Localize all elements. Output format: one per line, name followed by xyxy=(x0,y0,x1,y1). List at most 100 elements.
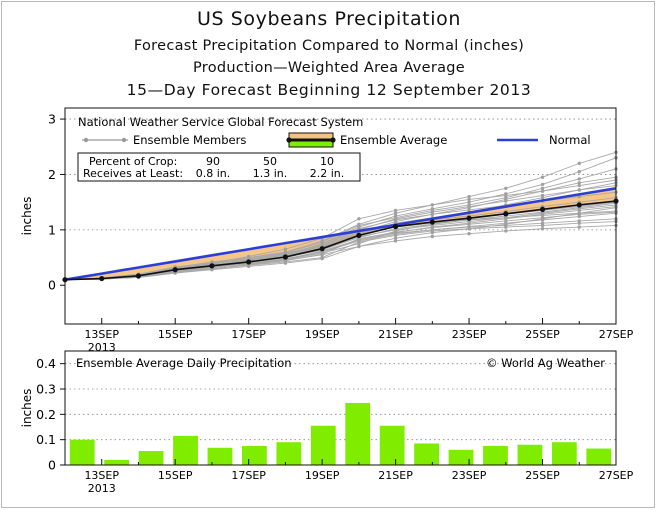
ensemble-average-point xyxy=(135,273,142,279)
legend: Ensemble Members Ensemble Average Normal xyxy=(82,132,591,148)
legend-members-marker xyxy=(121,137,127,143)
ensemble-average-point xyxy=(246,259,252,265)
y-tick-label: 0.3 xyxy=(36,382,56,397)
x-tick-label: 23SEP xyxy=(452,469,487,482)
legend-band-lower xyxy=(288,140,334,148)
ensemble-average-point xyxy=(319,246,325,252)
x-tick-label: 13SEP xyxy=(84,328,119,341)
ensemble-member-line xyxy=(64,168,617,281)
crop-amount-90: 0.8 in. xyxy=(196,167,231,180)
crop-percent-50: 50 xyxy=(263,155,277,168)
x-tick-label: 19SEP xyxy=(305,469,340,482)
daily-precip-bar xyxy=(310,425,336,465)
daily-precip-bar xyxy=(207,447,233,465)
ensemble-average-point xyxy=(503,211,509,217)
ensemble-member-point xyxy=(504,186,508,191)
ensemble-member-point xyxy=(577,169,581,174)
daily-precip-bar xyxy=(69,439,95,465)
x-tick-label: 27SEP xyxy=(599,328,634,341)
chart-subtitle-forecast: 15—Day Forecast Beginning 12 September 2… xyxy=(126,81,532,99)
legend-band-upper xyxy=(288,132,334,140)
y-tick-label: 2 xyxy=(48,167,56,182)
ensemble-member-line xyxy=(64,202,617,281)
x-tick-label: 27SEP xyxy=(599,469,634,482)
x-tick-label: 17SEP xyxy=(231,328,266,341)
ensemble-member-point xyxy=(393,218,398,222)
ensemble-member-point xyxy=(540,175,545,179)
ensemble-average-line xyxy=(64,200,617,281)
ensemble-member-point xyxy=(467,208,471,212)
system-label: National Weather Service Global Forecast… xyxy=(78,115,363,129)
ensemble-member-point xyxy=(320,256,324,261)
chart-title: US Soybeans Precipitation xyxy=(196,8,462,30)
ensemble-member-point xyxy=(430,208,435,213)
chart-subtitle: Forecast Precipitation Compared to Norma… xyxy=(133,38,525,54)
ensemble-member-line xyxy=(64,211,617,281)
ensemble-member-point xyxy=(504,221,508,225)
ensemble-member-point xyxy=(430,228,435,232)
x-tick-label: 25SEP xyxy=(525,469,560,482)
ensemble-member-point xyxy=(393,211,398,215)
ensemble-average-point xyxy=(576,202,582,208)
ensemble-member-point xyxy=(577,183,581,188)
y-tick-label: 0 xyxy=(48,278,56,293)
y-tick-label: 0.2 xyxy=(36,407,56,422)
crop-table: Percent of Crop: Receives at Least: 90 5… xyxy=(77,152,361,182)
ensemble-average-point xyxy=(466,215,472,221)
ensemble-member-line xyxy=(64,224,617,281)
crop-row1-label: Percent of Crop: xyxy=(89,155,177,168)
top-y-axis-label: inches xyxy=(20,197,34,236)
ensemble-member-point xyxy=(467,200,471,204)
x-tick-label: 15SEP xyxy=(158,328,193,341)
x-tick-sublabel: 2013 xyxy=(88,341,116,354)
ensemble-member-point xyxy=(540,182,545,187)
daily-precip-bar xyxy=(379,425,405,465)
daily-precip-bar xyxy=(483,446,508,465)
legend-normal-label: Normal xyxy=(549,133,591,147)
daily-precip-bar xyxy=(104,459,130,465)
ensemble-member-point xyxy=(577,188,581,192)
ensemble-member-point xyxy=(393,208,398,213)
daily-precip-bar xyxy=(345,402,371,465)
ensemble-average-point xyxy=(209,263,215,269)
crop-table-box xyxy=(77,152,361,182)
ensemble-average-point xyxy=(282,254,288,260)
ensemble-member-point xyxy=(467,197,471,202)
ensemble-member-point xyxy=(430,212,435,217)
ensemble-member-point xyxy=(393,239,398,243)
x-tick-label: 23SEP xyxy=(452,328,487,341)
ensemble-member-point xyxy=(393,236,398,240)
ensemble-member-point xyxy=(540,218,545,222)
ensemble-member-point xyxy=(577,214,581,219)
ensemble-member-point xyxy=(504,215,508,220)
ensemble-member-point xyxy=(577,219,581,223)
daily-precip-bar xyxy=(414,443,439,465)
crop-amount-10: 2.2 in. xyxy=(310,167,345,180)
x-tick-label: 25SEP xyxy=(525,328,560,341)
ensemble-member-point xyxy=(577,177,581,181)
daily-precip-bar xyxy=(586,448,612,465)
daily-precip-bar xyxy=(242,446,267,465)
daily-precip-bar xyxy=(448,449,474,465)
ensemble-member-point xyxy=(357,217,361,221)
ensemble-member-point xyxy=(504,196,508,200)
y-tick-label: 0 xyxy=(48,458,56,473)
ensemble-average-point xyxy=(539,206,546,212)
x-tick-label: 13SEP xyxy=(84,469,119,482)
ensemble-member-point xyxy=(357,241,361,246)
ensemble-member-point xyxy=(577,225,581,229)
daily-precip-bar xyxy=(551,442,577,465)
ensemble-member-point xyxy=(504,199,508,203)
ensemble-member-point xyxy=(540,227,545,231)
crop-amount-50: 1.3 in. xyxy=(253,167,288,180)
ensemble-member-point xyxy=(357,238,361,242)
y-tick-label: 1 xyxy=(48,222,56,237)
daily-precip-bar xyxy=(138,451,164,465)
ensemble-average-point xyxy=(99,275,105,282)
legend-average-marker xyxy=(330,137,336,143)
ensemble-member-point xyxy=(540,189,545,193)
ensemble-average-point xyxy=(429,219,435,225)
ensemble-member-point xyxy=(357,244,361,249)
